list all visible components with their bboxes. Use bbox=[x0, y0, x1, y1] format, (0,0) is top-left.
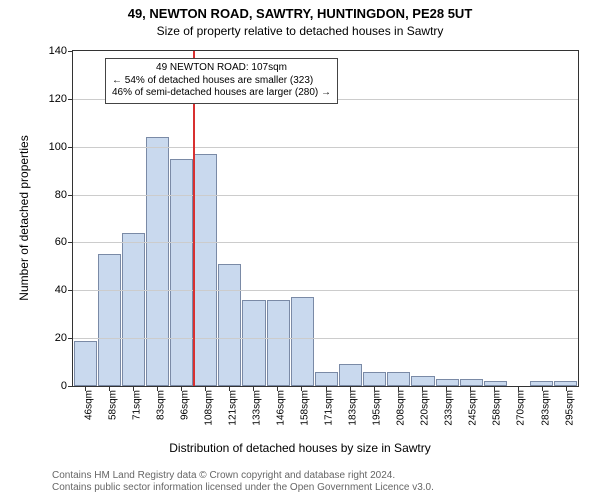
xtick-label: 245sqm bbox=[468, 390, 479, 426]
xtick-mark bbox=[181, 386, 182, 391]
xtick-mark bbox=[542, 386, 543, 391]
xtick-label: 108sqm bbox=[203, 390, 214, 426]
xtick-label: 270sqm bbox=[516, 390, 527, 426]
xtick-label: 58sqm bbox=[107, 390, 118, 420]
chart-container: { "canvas": { "width": 600, "height": 50… bbox=[0, 0, 600, 500]
histogram-bar bbox=[387, 372, 410, 386]
xtick-mark bbox=[157, 386, 158, 391]
gridline-h bbox=[73, 195, 578, 196]
gridline-h bbox=[73, 147, 578, 148]
histogram-bar bbox=[194, 154, 217, 386]
xtick-mark bbox=[326, 386, 327, 391]
footer-attribution: Contains HM Land Registry data © Crown c… bbox=[52, 470, 434, 493]
gridline-h bbox=[73, 290, 578, 291]
xtick-mark bbox=[470, 386, 471, 391]
ytick-label: 120 bbox=[49, 93, 73, 105]
xtick-mark bbox=[229, 386, 230, 391]
xtick-mark bbox=[277, 386, 278, 391]
histogram-bar bbox=[242, 300, 265, 386]
xtick-label: 46sqm bbox=[83, 390, 94, 420]
xtick-label: 171sqm bbox=[324, 390, 335, 426]
xtick-label: 133sqm bbox=[251, 390, 262, 426]
xtick-label: 83sqm bbox=[155, 390, 166, 420]
xtick-label: 183sqm bbox=[348, 390, 359, 426]
xtick-label: 283sqm bbox=[540, 390, 551, 426]
histogram-bar bbox=[74, 341, 97, 386]
annotation-line: ← 54% of detached houses are smaller (32… bbox=[112, 75, 331, 88]
ytick-label: 60 bbox=[55, 236, 73, 248]
ytick-label: 40 bbox=[55, 284, 73, 296]
ytick-label: 100 bbox=[49, 141, 73, 153]
footer-line: Contains public sector information licen… bbox=[52, 482, 434, 494]
xtick-mark bbox=[205, 386, 206, 391]
xtick-label: 233sqm bbox=[444, 390, 455, 426]
xtick-mark bbox=[253, 386, 254, 391]
annotation-line: 46% of semi-detached houses are larger (… bbox=[112, 87, 331, 100]
histogram-bar bbox=[218, 264, 241, 386]
xtick-label: 220sqm bbox=[420, 390, 431, 426]
xtick-mark bbox=[301, 386, 302, 391]
histogram-bar bbox=[267, 300, 290, 386]
xtick-mark bbox=[374, 386, 375, 391]
ytick-label: 20 bbox=[55, 332, 73, 344]
histogram-bar bbox=[170, 159, 193, 386]
xtick-label: 295sqm bbox=[564, 390, 575, 426]
xtick-mark bbox=[133, 386, 134, 391]
xtick-label: 121sqm bbox=[227, 390, 238, 426]
xtick-label: 208sqm bbox=[396, 390, 407, 426]
xtick-mark bbox=[494, 386, 495, 391]
gridline-h bbox=[73, 242, 578, 243]
xtick-label: 71sqm bbox=[131, 390, 142, 420]
histogram-bar bbox=[291, 297, 314, 386]
footer-line: Contains HM Land Registry data © Crown c… bbox=[52, 470, 434, 482]
histogram-bar bbox=[122, 233, 145, 386]
ytick-label: 0 bbox=[61, 380, 73, 392]
xtick-mark bbox=[350, 386, 351, 391]
gridline-h bbox=[73, 338, 578, 339]
histogram-bar bbox=[460, 379, 483, 386]
xtick-mark bbox=[398, 386, 399, 391]
histogram-bar bbox=[98, 254, 121, 386]
xtick-mark bbox=[446, 386, 447, 391]
histogram-bar bbox=[436, 379, 459, 386]
histogram-bar bbox=[339, 364, 362, 386]
xtick-mark bbox=[566, 386, 567, 391]
ytick-label: 140 bbox=[49, 45, 73, 57]
histogram-bar bbox=[315, 372, 338, 386]
ytick-label: 80 bbox=[55, 189, 73, 201]
xtick-mark bbox=[518, 386, 519, 391]
histogram-bar bbox=[146, 137, 169, 386]
xtick-label: 158sqm bbox=[300, 390, 311, 426]
x-axis-label: Distribution of detached houses by size … bbox=[0, 441, 600, 455]
annotation-box: 49 NEWTON ROAD: 107sqm← 54% of detached … bbox=[105, 58, 338, 104]
histogram-bar bbox=[411, 376, 434, 386]
xtick-label: 258sqm bbox=[492, 390, 503, 426]
xtick-mark bbox=[109, 386, 110, 391]
annotation-line: 49 NEWTON ROAD: 107sqm bbox=[112, 62, 331, 75]
chart-title: 49, NEWTON ROAD, SAWTRY, HUNTINGDON, PE2… bbox=[0, 6, 600, 21]
xtick-mark bbox=[85, 386, 86, 391]
histogram-bar bbox=[484, 381, 507, 386]
chart-subtitle: Size of property relative to detached ho… bbox=[0, 24, 600, 38]
y-axis-label: Number of detached properties bbox=[17, 135, 31, 300]
xtick-label: 96sqm bbox=[179, 390, 190, 420]
histogram-bar bbox=[363, 372, 386, 386]
xtick-mark bbox=[422, 386, 423, 391]
xtick-label: 146sqm bbox=[276, 390, 287, 426]
xtick-label: 195sqm bbox=[372, 390, 383, 426]
